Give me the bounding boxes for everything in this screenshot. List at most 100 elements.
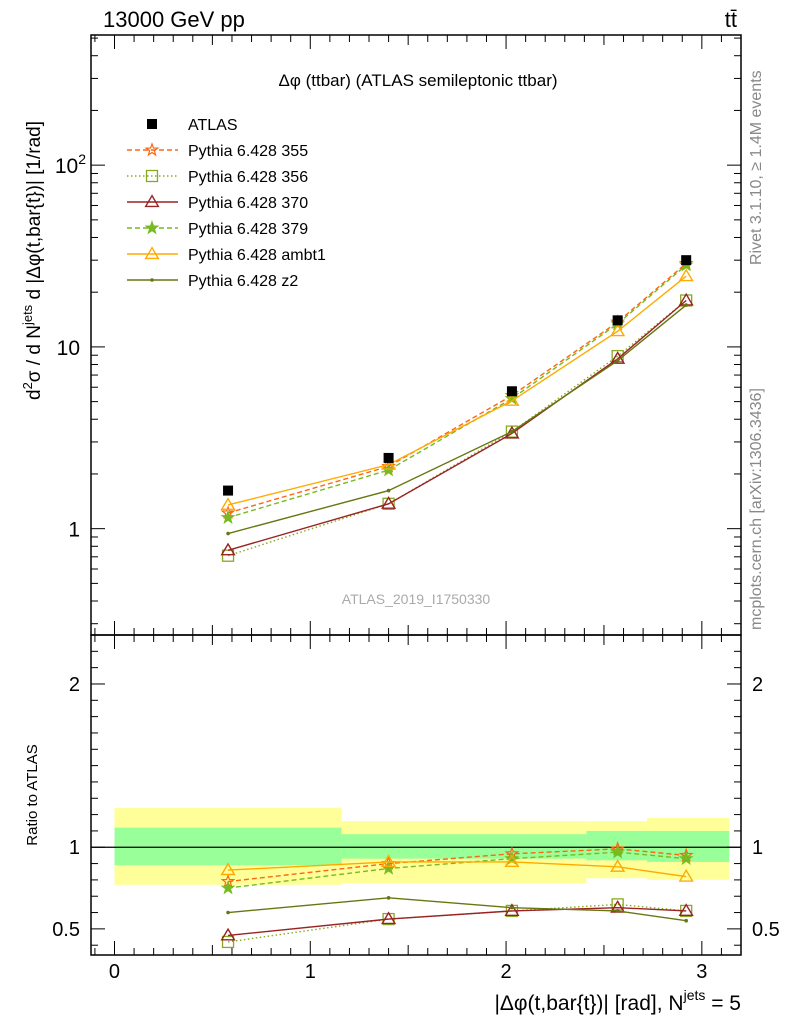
series-point-5 — [386, 488, 391, 493]
main-y-tick-label: 102 — [55, 151, 86, 178]
ratio-point-5 — [226, 910, 230, 915]
ratio-point-2 — [381, 911, 397, 925]
ratio-axis-ticks: 0.5 0.5 1 1 2 2 0 1 2 3 — [52, 635, 780, 983]
x-label-tail: = 5 — [705, 992, 741, 1015]
y-label-part3: d |Δφ(t,bar{t})| [1/rad] — [24, 121, 45, 305]
stat-band — [341, 834, 438, 859]
series-point-2 — [381, 496, 397, 509]
mcplots-label: mcplots.cern.ch [arXiv:1306.3436] — [748, 388, 765, 630]
main-series-layer — [220, 255, 694, 562]
atlas-data-point — [681, 255, 692, 266]
ratio-line-2 — [227, 906, 687, 937]
ratio-point-2 — [504, 903, 520, 917]
atlas-data-point — [383, 452, 394, 463]
analysis-watermark: ATLAS_2019_I1750330 — [342, 591, 491, 607]
rivet-version-label: Rivet 3.1.10, ≥ 1.4M events — [748, 70, 765, 265]
stat-band — [114, 827, 342, 866]
legend: ATLAS Pythia 6.428 355 Pythia 6.428 356 Pyt… — [127, 117, 326, 290]
main-y-tick-label: 1 — [68, 519, 80, 542]
ratio-point-3 — [610, 844, 626, 859]
x-tick-label: 0 — [109, 961, 120, 983]
main-y-axis-label: d2σ / d Njets d |Δφ(t,bar{t})| [1/rad] — [20, 121, 45, 400]
header-energy: 13000 GeV pp — [103, 7, 245, 32]
ratio-bands — [91, 808, 741, 885]
legend-label: Pythia 6.428 ambt1 — [188, 247, 326, 264]
y-label-part1: d — [24, 389, 45, 400]
ratio-series-layer — [220, 841, 694, 949]
ratio-y-tick-label: 1 — [69, 837, 80, 859]
ratio-line-3 — [227, 851, 687, 889]
ratio-point-2 — [220, 927, 236, 941]
series-line-5 — [227, 304, 687, 535]
legend-label: ATLAS — [188, 117, 238, 134]
y-label-sup2: jets — [20, 304, 35, 326]
series-line-2 — [227, 299, 687, 552]
series-point-3 — [220, 509, 236, 524]
ratio-point-4 — [220, 862, 236, 876]
main-data-layer — [223, 255, 692, 496]
series-line-0 — [227, 262, 687, 514]
series-line-4 — [227, 275, 687, 506]
ratio-y-tick-label: 0.5 — [52, 919, 80, 941]
ratio-point-4 — [381, 854, 397, 868]
x-tick-label: 1 — [305, 961, 316, 983]
series-point-5 — [615, 358, 620, 363]
y-label-sup1: 2 — [20, 382, 35, 389]
x-tick-label: 2 — [500, 961, 511, 983]
series-point-5 — [684, 303, 688, 307]
series-point-4 — [504, 393, 520, 406]
ratio-y-axis-label: Ratio to ATLAS — [24, 744, 41, 845]
x-label-main: |Δφ(t,bar{t})| [rad], N — [494, 992, 683, 1015]
header-process: tt̄ — [725, 7, 737, 32]
ratio-point-4 — [610, 859, 626, 872]
legend-label: Pythia 6.428 355 — [188, 143, 308, 160]
legend-marker — [144, 246, 160, 260]
x-axis-label: |Δφ(t,bar{t})| [rad], Njets = 5 — [494, 987, 741, 1015]
main-y-tick-label-base: 10 — [55, 155, 78, 178]
ratio-point-5 — [386, 896, 391, 900]
ratio-point-4 — [504, 854, 520, 868]
series-line-1 — [227, 299, 687, 557]
ratio-line-1 — [227, 903, 687, 943]
ratio-point-4 — [678, 868, 694, 882]
atlas-data-point — [506, 386, 517, 397]
x-tick-label: 3 — [696, 961, 707, 983]
series-point-4 — [381, 456, 397, 470]
series-point-4 — [220, 497, 236, 511]
ratio-line-4 — [228, 861, 687, 878]
series-point-5 — [226, 531, 230, 536]
ratio-panel: 0.5 0.5 1 1 2 2 0 1 2 3 Ratio to ATLAS |Δφ(t,bar{… — [24, 634, 780, 1015]
ratio-y-tick-label: 0.5 — [752, 919, 780, 941]
x-label-sup: jets — [683, 987, 706, 1003]
atlas-data-point — [223, 485, 234, 496]
legend-marker — [150, 278, 154, 282]
series-point-4 — [678, 268, 694, 282]
ratio-y-tick-label: 1 — [752, 837, 763, 859]
main-y-tick-label: 10 — [57, 337, 80, 360]
series-line-3 — [227, 264, 687, 519]
ratio-point-3 — [220, 880, 236, 895]
ratio-frame — [90, 634, 742, 956]
ratio-point-3 — [678, 850, 694, 866]
atlas-data-point — [612, 315, 623, 326]
ratio-point-5 — [510, 905, 514, 910]
y-label-part2: σ / d N — [24, 325, 45, 382]
legend-label: Pythia 6.428 370 — [188, 195, 308, 212]
legend-marker — [144, 194, 160, 208]
ratio-point-3 — [504, 850, 520, 866]
main-y-tick-label-exp: 2 — [78, 151, 86, 167]
legend-marker — [144, 142, 160, 157]
chart-title: Δφ (ttbar) (ATLAS semileptonic ttbar) — [278, 71, 557, 90]
ratio-point-5 — [684, 918, 688, 923]
ratio-line-0 — [227, 848, 687, 883]
legend-label: Pythia 6.428 356 — [188, 169, 308, 186]
series-point-2 — [220, 542, 236, 556]
legend-marker — [145, 169, 159, 183]
legend-label: Pythia 6.428 379 — [188, 221, 308, 238]
ratio-y-tick-label: 2 — [69, 674, 80, 696]
ratio-y-tick-label: 2 — [752, 674, 763, 696]
legend-label: Pythia 6.428 z2 — [188, 273, 298, 290]
